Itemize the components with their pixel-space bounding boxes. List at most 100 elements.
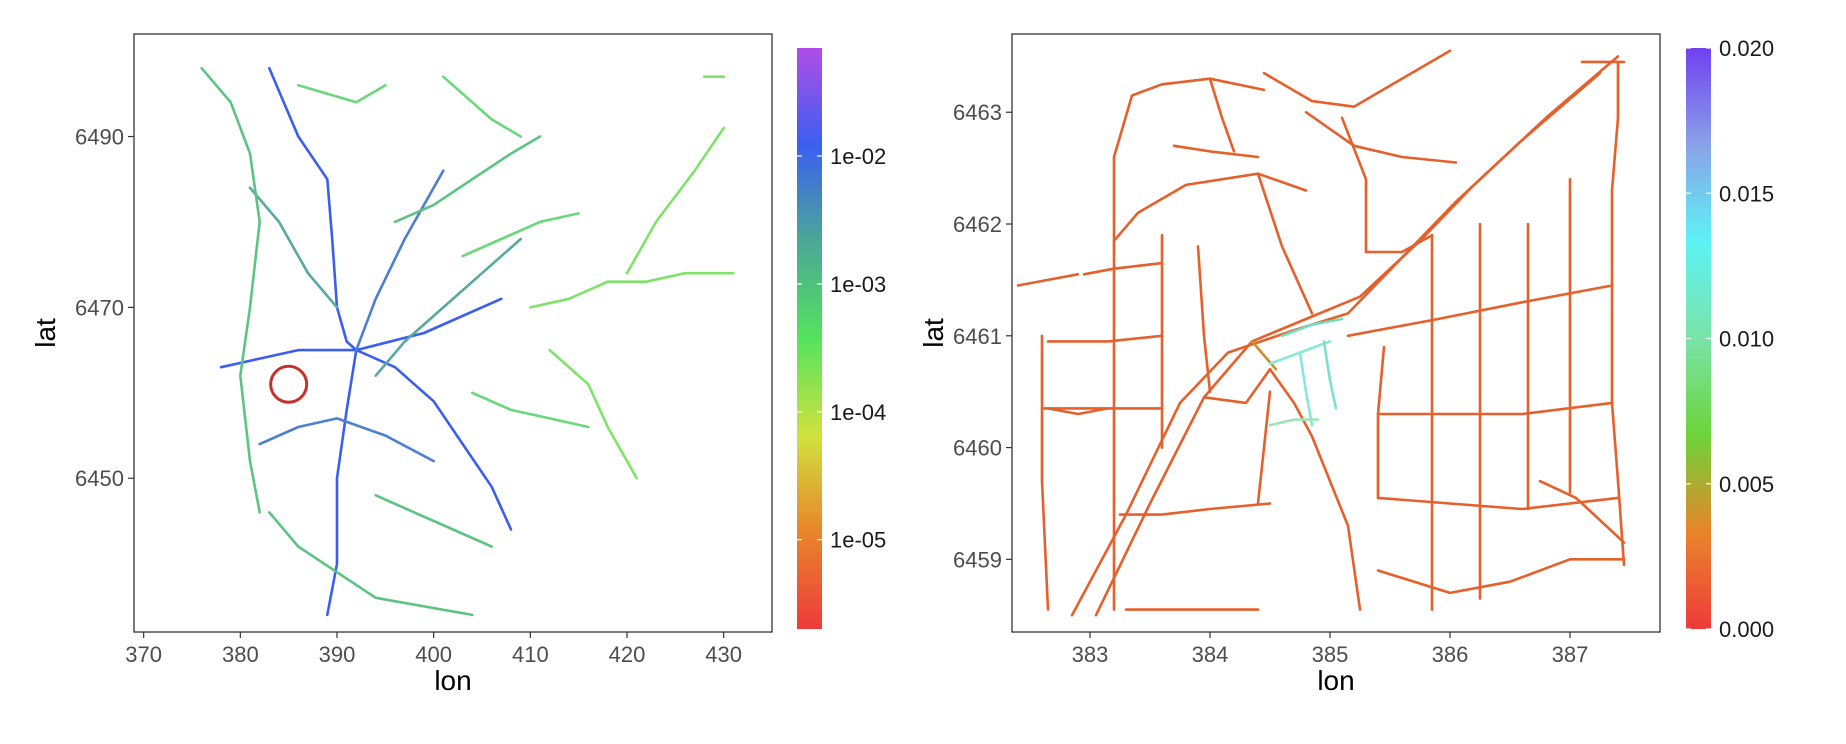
colorbar-tick-label: 0.000 (1719, 617, 1774, 642)
road-segment-22 (1376, 496, 1620, 511)
left-network-lines (200, 66, 735, 617)
road-segment-12 (461, 212, 580, 258)
right-network-lines (1016, 49, 1626, 617)
y-tick-label: 6462 (953, 212, 1002, 237)
road-segment-43 (1268, 418, 1320, 427)
road-segment-16 (625, 126, 725, 275)
road-segment-36 (1172, 144, 1260, 159)
road-segment-6 (248, 186, 339, 309)
x-tick-label: 420 (609, 642, 646, 667)
road-segment-10 (1112, 172, 1308, 243)
x-tick-label: 385 (1312, 642, 1349, 667)
road-segment-5 (258, 417, 435, 463)
colorbar-tick-label: 1e-02 (830, 144, 886, 169)
road-segment-9 (1196, 245, 1212, 393)
road-segment-3 (219, 297, 503, 369)
road-segment-32 (1256, 390, 1272, 505)
road-segment-5 (1046, 334, 1164, 343)
right-x-axis-ticks: 383 384 385 386 387 (1072, 632, 1589, 667)
road-segment-15 (548, 348, 638, 480)
road-segment-11 (374, 494, 493, 548)
highlight-circle (269, 364, 309, 404)
road-segment-13 (471, 391, 590, 429)
left-plot-border (133, 33, 773, 633)
left-x-axis-ticks: 370 380 390 400 410 420 430 (125, 632, 742, 667)
x-tick-label: 386 (1432, 642, 1469, 667)
left-colorbar-gradient (797, 48, 822, 629)
right-y-axis-title: lat (918, 318, 949, 348)
road-segment-2 (355, 348, 513, 531)
x-tick-label: 370 (125, 642, 162, 667)
colorbar-tick-label: 1e-03 (830, 272, 886, 297)
road-segment-9 (393, 135, 542, 224)
road-segment-39 (1280, 317, 1344, 338)
y-tick-label: 6460 (953, 436, 1002, 461)
road-segment-34 (1016, 273, 1080, 287)
road-segment-4 (355, 169, 445, 352)
road-segment-17 (442, 75, 522, 138)
road-segment-23 (1376, 558, 1626, 595)
y-tick-label: 6470 (75, 295, 124, 320)
colorbar-tick-label: 0.015 (1719, 181, 1774, 206)
left-plot-background (134, 34, 772, 632)
road-segment-14 (1340, 116, 1368, 254)
colorbar-tick-label: 0.020 (1719, 36, 1774, 61)
road-segment-28 (1118, 502, 1272, 516)
right-colorbar-ticks: 0.000 0.005 0.010 0.015 0.020 (1686, 36, 1774, 642)
colorbar-tick-label: 0.005 (1719, 472, 1774, 497)
left-colorbar: 1e-02 1e-03 1e-04 1e-05 (797, 48, 886, 629)
x-tick-label: 387 (1552, 642, 1589, 667)
right-y-axis-ticks: 6459 6460 6461 6462 6463 (953, 100, 1012, 572)
x-tick-label: 390 (319, 642, 356, 667)
road-segment-0 (268, 66, 358, 352)
colorbar-tick-label: 1e-04 (830, 400, 886, 425)
right-colorbar: 0.000 0.005 0.010 0.015 0.020 (1686, 36, 1774, 642)
y-tick-label: 6459 (953, 547, 1002, 572)
y-tick-label: 6461 (953, 324, 1002, 349)
road-segment-41 (1298, 351, 1314, 427)
road-segment-6 (1040, 334, 1050, 611)
road-segment-12 (1256, 172, 1314, 315)
road-segment-15 (1262, 49, 1452, 108)
road-segment-24 (1376, 345, 1386, 500)
x-tick-label: 380 (222, 642, 259, 667)
x-tick-label: 430 (705, 642, 742, 667)
y-tick-label: 6490 (75, 125, 124, 150)
right-plot-border (1011, 33, 1661, 633)
road-segment-1 (326, 348, 358, 617)
y-tick-label: 6463 (953, 100, 1002, 125)
x-tick-label: 400 (415, 642, 452, 667)
road-segment-3 (1268, 368, 1362, 611)
right-map-panel: 383 384 385 386 387 6459 6460 6461 6462 6463 lon… (918, 33, 1774, 696)
road-segment-30 (1046, 407, 1110, 416)
colorbar-tick-label: 1e-05 (830, 528, 886, 553)
road-segment-37 (1364, 233, 1434, 254)
road-segment-42 (1322, 340, 1338, 410)
left-colorbar-ticks: 1e-02 1e-03 1e-04 1e-05 (797, 144, 886, 553)
left-map-panel: 370 380 390 400 410 420 430 6450 6470 6490 lon l… (30, 33, 886, 696)
colorbar-tick-label: 0.010 (1719, 327, 1774, 352)
road-segment-31 (1202, 368, 1272, 405)
road-segment-25 (1538, 479, 1626, 544)
road-segment-13 (1304, 110, 1458, 164)
road-segment-11 (1112, 77, 1266, 237)
road-segment-26 (1610, 60, 1620, 192)
left-x-axis-title: lon (434, 665, 471, 696)
road-segment-33 (1082, 261, 1164, 276)
road-segment-8 (200, 66, 261, 514)
left-y-axis-title: lat (30, 318, 61, 348)
y-tick-label: 6450 (75, 466, 124, 491)
road-segment-18 (297, 84, 387, 104)
x-tick-label: 383 (1072, 642, 1109, 667)
right-x-axis-title: lon (1317, 665, 1354, 696)
road-segment-35 (1208, 77, 1236, 153)
right-plot-background (1012, 34, 1660, 632)
road-segment-14 (529, 271, 735, 309)
left-y-axis-ticks: 6450 6470 6490 (75, 125, 134, 491)
road-segment-10 (268, 511, 474, 617)
x-tick-label: 384 (1192, 642, 1229, 667)
road-segment-7 (374, 237, 522, 377)
x-tick-label: 410 (512, 642, 549, 667)
road-segment-1 (1094, 55, 1620, 617)
